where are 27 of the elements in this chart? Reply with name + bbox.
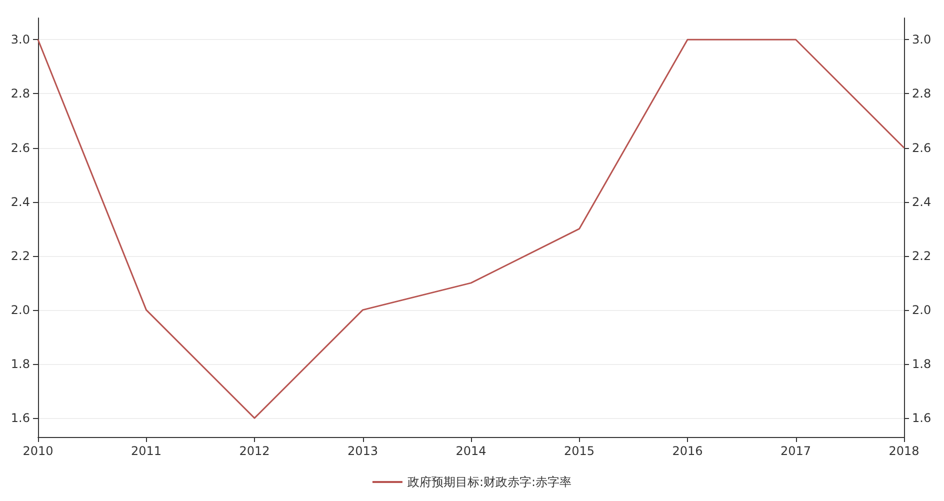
y-tick-label: 2.4 bbox=[10, 194, 30, 209]
x-tick-label: 2014 bbox=[456, 444, 486, 458]
y-tick-label: 2.6 bbox=[10, 140, 30, 155]
y-tick-label: 2.2 bbox=[10, 248, 30, 263]
y-tick-label: 1.8 bbox=[10, 357, 30, 372]
x-tick-label: 2017 bbox=[780, 444, 812, 458]
y2-tick-label: 3.0 bbox=[912, 32, 932, 47]
y2-tick-label: 2.6 bbox=[912, 140, 932, 155]
y2-tick-label: 1.8 bbox=[912, 357, 932, 372]
y-tick-label: 3.0 bbox=[10, 32, 30, 47]
y2-tick-label: 2.2 bbox=[912, 248, 932, 263]
line-series bbox=[37, 38, 905, 419]
legend-label: 政府预期目标:财政赤字:赤字率 bbox=[407, 475, 572, 489]
y2-tick-label: 2.4 bbox=[912, 194, 932, 209]
y-tick-label: 2.8 bbox=[10, 86, 30, 101]
x-tick-label: 2015 bbox=[564, 444, 595, 458]
y-tick-label: 1.6 bbox=[10, 411, 30, 426]
y-tick-label: 2.0 bbox=[10, 302, 30, 317]
y2-tick-label: 2.8 bbox=[912, 86, 932, 101]
x-tick-label: 2013 bbox=[347, 444, 378, 458]
x-tick-label: 2011 bbox=[130, 444, 162, 458]
x-tick-label: 2018 bbox=[888, 444, 920, 458]
y2-tick-label: 2.0 bbox=[912, 302, 932, 317]
x-tick-label: 2016 bbox=[672, 444, 703, 458]
x-tick-label: 2012 bbox=[239, 444, 270, 458]
x-tick-label: 2010 bbox=[22, 444, 54, 458]
y2-tick-label: 1.6 bbox=[912, 411, 932, 426]
